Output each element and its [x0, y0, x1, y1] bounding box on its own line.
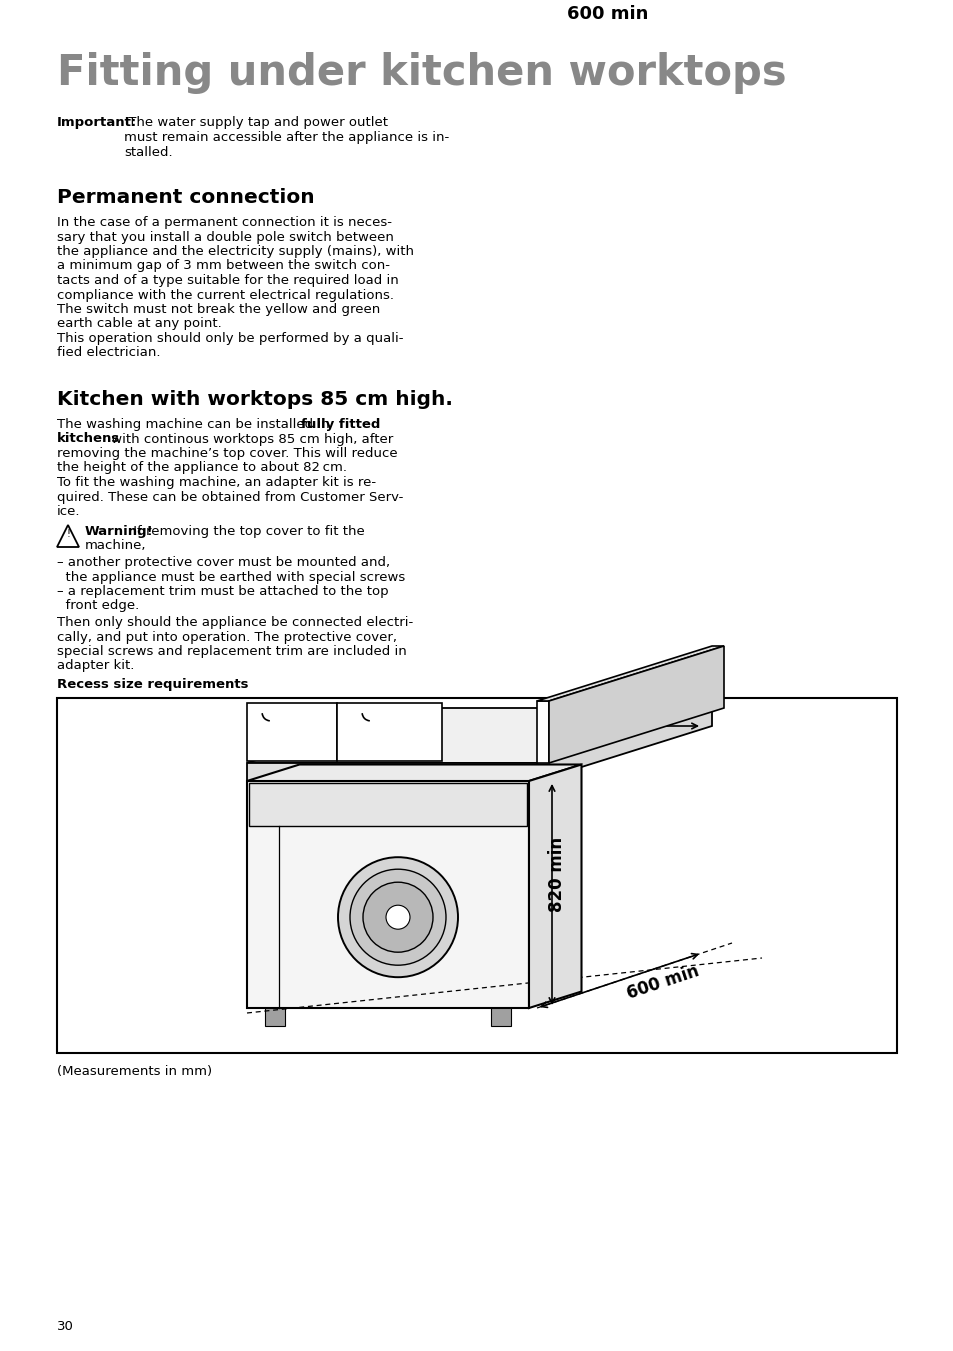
Text: removing the machine’s top cover. This will reduce: removing the machine’s top cover. This w…	[57, 447, 397, 459]
Polygon shape	[537, 646, 723, 701]
Text: compliance with the current electrical regulations.: compliance with the current electrical r…	[57, 289, 394, 301]
Text: The washing machine can be installed in: The washing machine can be installed in	[57, 417, 334, 431]
Text: – another protective cover must be mounted and,: – another protective cover must be mount…	[57, 557, 390, 569]
Text: In the case of a permanent connection it is neces-: In the case of a permanent connection it…	[57, 216, 392, 230]
Polygon shape	[529, 765, 581, 1008]
Text: !: !	[66, 530, 70, 539]
Text: To fit the washing machine, an adapter kit is re-: To fit the washing machine, an adapter k…	[57, 476, 375, 489]
Text: 600 min: 600 min	[566, 5, 648, 23]
Bar	[491, 1008, 511, 1025]
Text: The water supply tap and power outlet
must remain accessible after the appliance: The water supply tap and power outlet mu…	[124, 116, 449, 159]
Text: sary that you install a double pole switch between: sary that you install a double pole swit…	[57, 231, 394, 243]
Text: special screws and replacement trim are included in: special screws and replacement trim are …	[57, 644, 406, 658]
Polygon shape	[247, 763, 537, 781]
Text: Warning!: Warning!	[85, 526, 153, 538]
Bar	[57, 698, 896, 1052]
Text: quired. These can be obtained from Customer Serv-: quired. These can be obtained from Custo…	[57, 490, 403, 504]
Polygon shape	[247, 765, 581, 781]
Text: the appliance and the electricity supply (mains), with: the appliance and the electricity supply…	[57, 245, 414, 258]
Text: Then only should the appliance be connected electri-: Then only should the appliance be connec…	[57, 616, 413, 630]
Circle shape	[386, 905, 410, 929]
Text: This operation should only be performed by a quali-: This operation should only be performed …	[57, 332, 403, 345]
Text: adapter kit.: adapter kit.	[57, 659, 134, 673]
Text: tacts and of a type suitable for the required load in: tacts and of a type suitable for the req…	[57, 274, 398, 286]
Text: kitchens: kitchens	[57, 432, 120, 446]
Text: (Measurements in mm): (Measurements in mm)	[57, 1065, 212, 1078]
Text: 30: 30	[57, 1320, 73, 1333]
Text: Kitchen with worktops 85 cm high.: Kitchen with worktops 85 cm high.	[57, 390, 453, 409]
Circle shape	[363, 882, 433, 952]
Text: earth cable at any point.: earth cable at any point.	[57, 317, 221, 331]
Polygon shape	[537, 708, 711, 781]
Text: fully fitted: fully fitted	[301, 417, 380, 431]
Bar	[265, 1008, 285, 1025]
Bar	[247, 703, 336, 761]
Text: ice.: ice.	[57, 505, 80, 517]
Circle shape	[337, 857, 457, 977]
Text: 600 min: 600 min	[624, 962, 700, 1004]
Text: – a replacement trim must be attached to the top: – a replacement trim must be attached to…	[57, 585, 388, 598]
Text: a minimum gap of 3 mm between the switch con-: a minimum gap of 3 mm between the switch…	[57, 259, 390, 273]
Text: Fitting under kitchen worktops: Fitting under kitchen worktops	[57, 51, 786, 95]
Text: machine,: machine,	[85, 539, 147, 553]
Text: If removing the top cover to fit the: If removing the top cover to fit the	[129, 526, 364, 538]
Text: 820 min: 820 min	[547, 836, 565, 912]
Circle shape	[350, 869, 446, 965]
Text: Recess size requirements: Recess size requirements	[57, 678, 248, 690]
Text: the height of the appliance to about 82 cm.: the height of the appliance to about 82 …	[57, 462, 347, 474]
Bar	[537, 701, 548, 763]
Text: front edge.: front edge.	[57, 600, 139, 612]
Text: the appliance must be earthed with special screws: the appliance must be earthed with speci…	[57, 570, 405, 584]
Text: The switch must not break the yellow and green: The switch must not break the yellow and…	[57, 303, 380, 316]
Polygon shape	[548, 646, 723, 763]
Text: fied electrician.: fied electrician.	[57, 346, 160, 359]
Bar	[336, 703, 441, 761]
Text: cally, and put into operation. The protective cover,: cally, and put into operation. The prote…	[57, 631, 396, 643]
Polygon shape	[247, 708, 711, 763]
Text: Important:: Important:	[57, 116, 137, 128]
Bar	[247, 781, 529, 1008]
Bar	[249, 784, 526, 825]
Text: with continous worktops 85 cm high, after: with continous worktops 85 cm high, afte…	[107, 432, 393, 446]
Text: Permanent connection: Permanent connection	[57, 188, 314, 207]
